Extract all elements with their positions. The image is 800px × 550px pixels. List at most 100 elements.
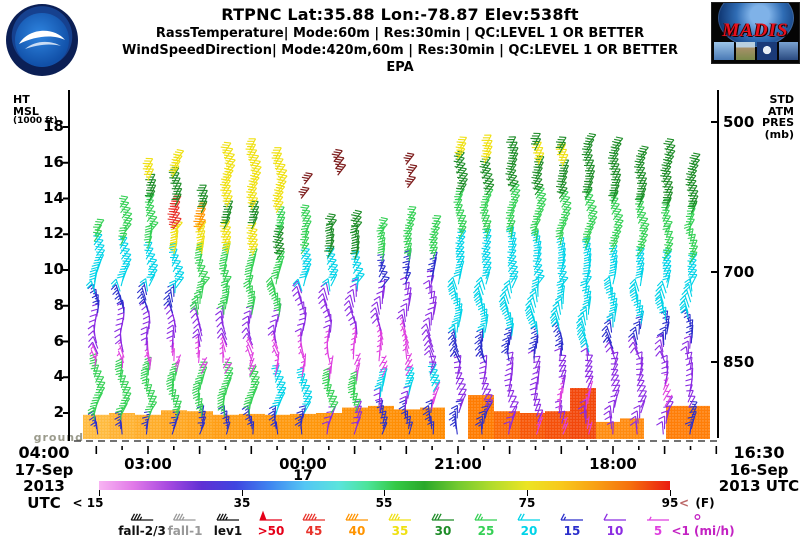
title-block: RTPNC Lat:35.88 Lon:-78.87 Elev:538ft Ra…	[100, 5, 700, 76]
legend-item-fall23: fall-2/3	[118, 509, 166, 545]
barb-glyph-15-icon	[560, 513, 583, 521]
madis-thumb-bird	[714, 42, 734, 60]
left-date: 17-Sep	[14, 460, 74, 479]
calm-circle-icon	[694, 514, 700, 520]
barb-glyph-25-icon	[474, 513, 497, 521]
barb-glyph-fall1-icon	[173, 513, 196, 521]
colorbar-label-55: 55	[375, 496, 393, 510]
height-tick-6: 6	[53, 332, 64, 350]
legend-item-40: 40	[340, 509, 374, 545]
barb-glyph-50-icon	[259, 510, 282, 521]
height-tick-16: 16	[43, 153, 64, 171]
legend-label: 30	[434, 524, 452, 538]
right-axis-title-pres: PRES	[762, 116, 794, 130]
legend-item-5: 5	[641, 509, 675, 545]
right-utc: 2013 UTC	[718, 477, 800, 496]
colorbar-tick	[670, 490, 671, 496]
legend-label: 10	[606, 524, 624, 538]
height-tick-14: 14	[43, 189, 64, 207]
height-tick-4: 4	[53, 367, 64, 385]
legend-label: 15	[563, 524, 581, 538]
legend-label: lev1	[213, 524, 243, 538]
time-tick-1800: 18:00	[589, 455, 637, 473]
legend-label: 20	[520, 524, 538, 538]
legend-item-lev1: lev1	[211, 509, 245, 545]
legend-label: fall-1	[167, 524, 203, 538]
legend-item-35: 35	[383, 509, 417, 545]
right-axis-title-atm: ATM	[767, 104, 794, 118]
right-axis-title-units: (mb)	[764, 127, 794, 141]
legend-label: >50	[257, 524, 285, 538]
madis-logo-text: MADIS	[722, 20, 789, 41]
legend-unit: (mi/h)	[694, 524, 735, 538]
subtitle-provider: EPA	[386, 60, 414, 76]
legend-label: <1	[671, 524, 690, 538]
colorbar-tick	[242, 490, 243, 496]
colorbar-label-15: < 15	[72, 496, 104, 510]
madis-thumb-sky	[778, 42, 798, 60]
subtitle-rass: RassTemperature| Mode:60m | Res:30min | …	[155, 26, 645, 42]
time-tick-2100: 21:00	[434, 455, 482, 473]
colorbar-label-35: 35	[233, 496, 251, 510]
barb-glyph-5-icon	[647, 516, 669, 521]
pressure-tick-500: 500	[723, 113, 755, 131]
legend-item-fall1: fall-1	[167, 509, 203, 545]
barb-glyph-lev1-icon	[216, 513, 239, 521]
height-tick-18: 18	[43, 117, 64, 135]
axes-lines	[63, 90, 719, 454]
pressure-tick-850: 850	[723, 353, 755, 371]
colorbar-label-95: 95	[661, 496, 679, 510]
date-change-label: 17	[293, 468, 313, 484]
madis-logo: MADIS	[711, 2, 800, 64]
legend-item-30: 30	[426, 509, 460, 545]
colorbar-overflow-mark: <	[678, 496, 690, 510]
right-date: 16-Sep	[729, 460, 789, 479]
left-axis-title-ht: HT	[13, 93, 30, 106]
noaa-seagull-icon	[19, 30, 65, 49]
legend-label: 35	[391, 524, 409, 538]
colorbar-tick	[99, 490, 100, 496]
colorbar-label-75: 75	[518, 496, 536, 510]
time-tick-0000: 00:00	[279, 455, 327, 473]
noaa-logo-globe	[15, 13, 69, 67]
barb-glyph-45-icon	[302, 513, 325, 521]
legend-label: 5	[653, 524, 663, 538]
page-title: RTPNC Lat:35.88 Lon:-78.87 Elev:538ft	[221, 5, 579, 24]
left-utc: 2013 UTC	[23, 477, 65, 512]
barb-glyph-35-icon	[388, 513, 411, 521]
legend-label: 25	[477, 524, 495, 538]
madis-thumbnails	[714, 42, 798, 60]
right-time: 16:30	[733, 443, 785, 462]
colorbar-unit: (F)	[695, 496, 715, 510]
right-datetime: 16:30 16-Sep 2013 UTC	[718, 444, 800, 495]
barb-glyph-10-icon	[603, 513, 626, 521]
legend-item-10: 10	[598, 509, 632, 545]
colorbar-tick	[384, 490, 385, 496]
height-tick-12: 12	[43, 224, 64, 242]
temperature-colorbar	[99, 481, 670, 490]
left-axis-title: HT MSL (1000 ft)	[13, 94, 58, 127]
height-tick-8: 8	[53, 296, 64, 314]
time-tick-0300: 03:00	[124, 455, 172, 473]
legend-item-25: 25	[469, 509, 503, 545]
barb-glyph-40-icon	[345, 513, 368, 521]
left-axis-title-msl: MSL	[13, 104, 39, 118]
right-axis-title-std: STD	[769, 93, 794, 106]
barb-glyph-fall23-icon	[130, 513, 153, 521]
legend-item-gt50: >50	[254, 509, 288, 545]
barb-glyph-30-icon	[431, 513, 454, 521]
legend-label: fall-2/3	[118, 524, 166, 538]
legend-label-calm: <1 (mi/h)	[671, 524, 734, 538]
height-tick-2: 2	[53, 403, 64, 421]
noaa-logo	[6, 4, 78, 76]
legend-item-calm: <1 (mi/h)	[671, 509, 735, 545]
legend-item-20: 20	[512, 509, 546, 545]
madis-thumb-balloon	[757, 42, 777, 60]
legend-label: 40	[348, 524, 366, 538]
ground-label: ground	[33, 431, 84, 444]
height-tick-10: 10	[43, 260, 64, 278]
right-axis-title: STD ATM PRES (mb)	[750, 94, 794, 140]
barb-glyph-20-icon	[517, 513, 540, 521]
